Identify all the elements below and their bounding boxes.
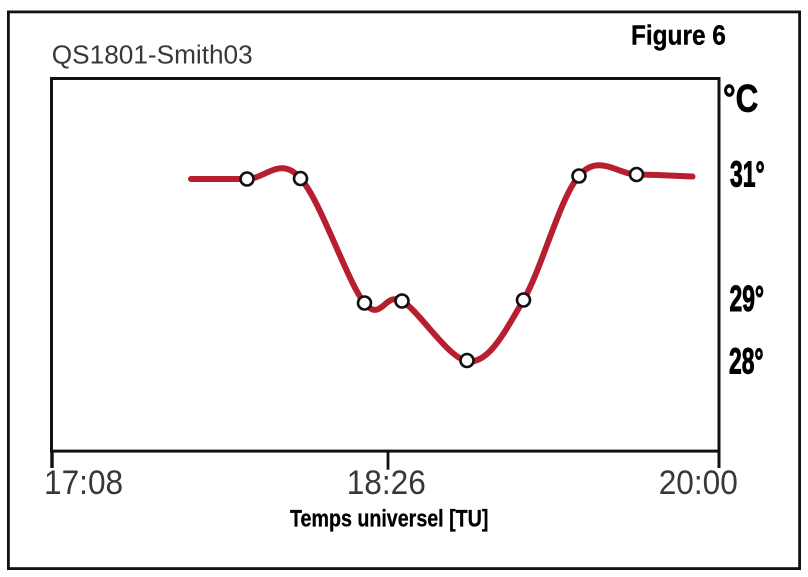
svg-text:20:00: 20:00 xyxy=(659,463,738,501)
svg-text:18:26: 18:26 xyxy=(347,463,426,501)
svg-text:29°: 29° xyxy=(730,280,765,319)
svg-text:31°: 31° xyxy=(730,154,765,195)
svg-text:28°: 28° xyxy=(729,343,764,382)
svg-text:Temps universel [TU]: Temps universel [TU] xyxy=(290,504,488,531)
svg-text:°C: °C xyxy=(723,77,758,120)
svg-text:17:08: 17:08 xyxy=(44,463,123,501)
svg-text:QS1801-Smith03: QS1801-Smith03 xyxy=(52,40,253,70)
svg-text:Figure 6: Figure 6 xyxy=(631,19,726,51)
